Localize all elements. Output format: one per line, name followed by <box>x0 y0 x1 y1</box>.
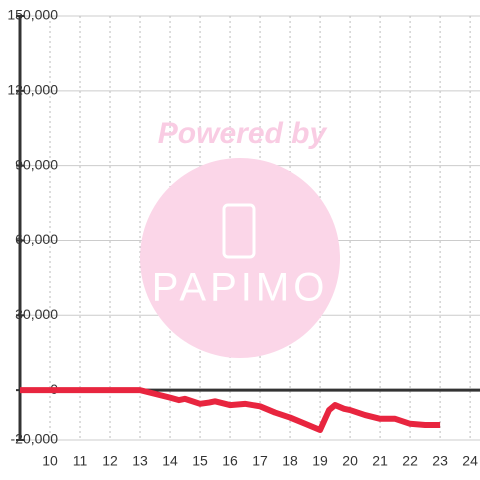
x-tick-label: 20 <box>342 453 358 469</box>
x-tick-label: 12 <box>102 453 118 469</box>
x-tick-label: 15 <box>192 453 208 469</box>
x-tick-label: 10 <box>42 453 58 469</box>
x-tick-label: 24 <box>462 453 478 469</box>
x-tick-label: 22 <box>402 453 418 469</box>
x-tick-label: 23 <box>432 453 448 469</box>
x-tick-label: 16 <box>222 453 238 469</box>
x-tick-label: 21 <box>372 453 388 469</box>
x-tick-label: 17 <box>252 453 268 469</box>
y-tick-label: 150,000 <box>7 7 58 23</box>
x-tick-label: 13 <box>132 453 148 469</box>
x-tick-label: 19 <box>312 453 328 469</box>
line <box>20 387 441 434</box>
x-tick-label: 14 <box>162 453 178 469</box>
y-tick-label: 90,000 <box>15 156 58 172</box>
watermark-text: PAPIMO <box>152 266 329 310</box>
x-tick-label: 11 <box>73 453 88 469</box>
y-tick-label: 30,000 <box>15 306 58 322</box>
watermark-icon <box>222 203 256 259</box>
y-tick-label: 120,000 <box>7 82 58 98</box>
watermark-text: Powered by <box>158 117 328 150</box>
x-tick-label: 18 <box>282 453 298 469</box>
y-tick-label: -20,000 <box>11 431 59 447</box>
y-tick-label: 60,000 <box>15 231 58 247</box>
